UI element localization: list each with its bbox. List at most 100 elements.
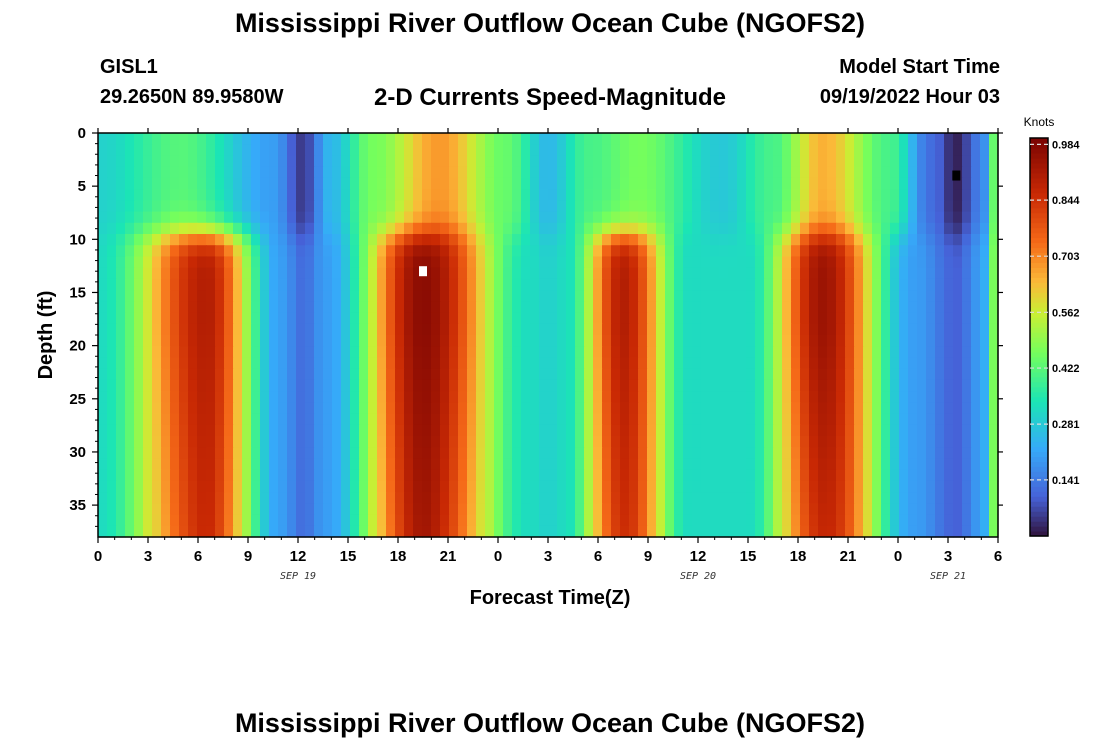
heatmap-cell [800,144,810,157]
heatmap-cell [116,267,126,280]
heatmap-cell [386,413,396,426]
heatmap-cell [989,278,999,291]
heatmap-cell [899,222,909,235]
heatmap-cell [269,447,279,460]
heatmap-cell [611,211,621,224]
heatmap-cell [692,144,702,157]
heatmap-cell [395,391,405,403]
heatmap-cell [611,357,621,370]
heatmap-cell [395,323,405,336]
heatmap-cell [926,234,936,246]
heatmap-cell [593,278,603,291]
heatmap-cell [278,379,288,392]
heatmap-cell [143,166,153,179]
heatmap-cell [305,346,315,359]
heatmap-cell [458,357,468,370]
heatmap-cell [503,357,513,370]
heatmap-cell [107,514,117,527]
heatmap-cell [485,312,495,325]
heatmap-cell [854,458,864,471]
heatmap-cell [953,256,963,269]
heatmap-cell [134,413,144,426]
heatmap-cell [296,413,306,426]
heatmap-cell [368,492,378,504]
heatmap-cell [152,222,162,235]
heatmap-cell [224,312,234,325]
heatmap-cell [899,357,909,370]
colorbar-segment [1030,501,1048,507]
heatmap-cell [305,256,315,269]
heatmap-cell [242,447,252,460]
heatmap-cell [719,436,729,448]
heatmap-cell [980,245,990,258]
heatmap-cell [242,166,252,179]
heatmap-cell [962,312,972,325]
heatmap-cell [782,155,792,168]
heatmap-cell [476,480,486,493]
heatmap-cell [917,447,927,460]
heatmap-cell [584,177,594,190]
heatmap-cell [278,189,288,201]
heatmap-cell [566,503,576,516]
heatmap-cell [773,469,783,482]
heatmap-cell [755,267,765,280]
heatmap-cell [251,469,261,482]
heatmap-cell [314,256,324,269]
heatmap-cell [458,424,468,437]
heatmap-cell [872,155,882,168]
heatmap-cell [278,301,288,314]
heatmap-cell [989,368,999,381]
heatmap-cell [845,447,855,460]
heatmap-cell [422,256,432,269]
heatmap-cell [710,469,720,482]
heatmap-cell [872,503,882,516]
heatmap-cell [764,200,774,213]
heatmap-cell [269,346,279,359]
heatmap-cell [233,189,243,201]
heatmap-cell [917,514,927,527]
heatmap-cell [557,312,567,325]
heatmap-cell [314,492,324,504]
heatmap-cell [908,503,918,516]
heatmap-cell [854,256,864,269]
heatmap-cell [872,290,882,302]
heatmap-cell [485,357,495,370]
heatmap-cell [170,379,180,392]
heatmap-cell [98,133,108,145]
heatmap-cell [863,301,873,314]
heatmap-cell [908,166,918,179]
heatmap-cell [791,177,801,190]
heatmap-cell [818,200,828,213]
heatmap-cell [854,177,864,190]
heatmap-cell [530,222,540,235]
heatmap-cell [494,436,504,448]
heatmap-cell [251,323,261,336]
heatmap-cell [953,234,963,246]
heatmap-cell [269,234,279,246]
heatmap-cell [827,469,837,482]
heatmap-cell [926,503,936,516]
heatmap-cell [800,200,810,213]
heatmap-cell [737,368,747,381]
heatmap-cell [323,256,333,269]
heatmap-cell [764,245,774,258]
heatmap-cell [251,301,261,314]
heatmap-cell [602,133,612,145]
heatmap-cell [215,503,225,516]
heatmap-cell [638,413,648,426]
heatmap-cell [818,525,828,538]
heatmap-cell [206,335,216,347]
heatmap-cell [359,357,369,370]
heatmap-cell [224,413,234,426]
heatmap-cell [251,458,261,471]
heatmap-cell [755,458,765,471]
heatmap-cell [539,155,549,168]
heatmap-cell [503,458,513,471]
heatmap-cell [206,447,216,460]
heatmap-cell [629,256,639,269]
heatmap-cell [188,469,198,482]
heatmap-cell [152,301,162,314]
heatmap-cell [800,312,810,325]
heatmap-cell [656,346,666,359]
heatmap-cell [485,492,495,504]
